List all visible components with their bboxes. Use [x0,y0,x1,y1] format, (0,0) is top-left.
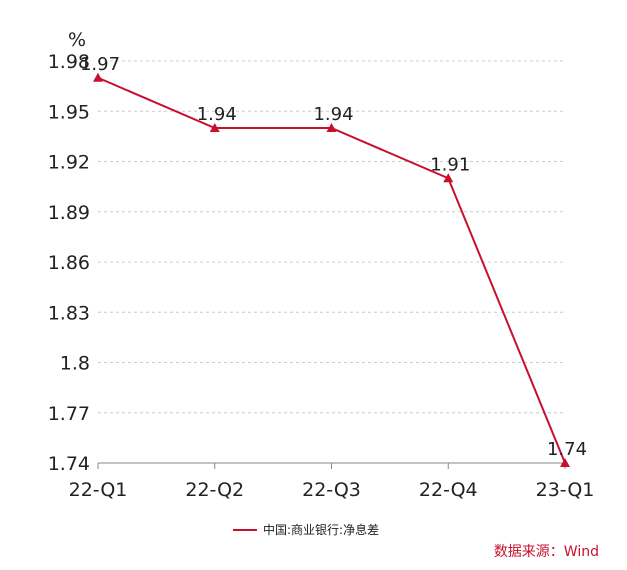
y-tick-label: 1.98 [48,51,90,73]
y-tick-label: 1.92 [48,152,90,174]
y-tick-label: 1.95 [48,101,90,123]
y-axis: 1.98 1.95 1.92 1.89 1.86 1.83 1.8 1.77 1.74 [48,51,90,475]
y-tick-label: 1.74 [48,453,90,475]
data-point-marker [93,72,103,82]
x-tick-label: 23-Q1 [536,479,595,501]
data-label: 1.74 [547,439,587,460]
x-tick-label: 22-Q3 [302,479,361,501]
data-label: 1.97 [80,54,120,75]
legend: 中国:商业银行:净息差 [233,521,379,538]
source-note: 数据来源：Wind [493,544,599,560]
data-label: 1.94 [197,104,237,125]
line-chart: 1.98 1.95 1.92 1.89 1.86 1.83 1.8 1.77 1.74 22-Q… [48,29,595,501]
data-point-marker [326,123,337,132]
y-tick-label: 1.89 [48,202,90,224]
data-labels: 1.97 1.94 1.94 1.91 1.74 [80,54,587,460]
series-polyline [97,76,566,464]
legend-label: 中国:商业银行:净息差 [263,523,380,537]
data-point-marker [209,123,220,132]
legend-line-swatch [233,528,257,531]
data-label: 1.94 [313,104,353,125]
data-point-marker [560,458,570,467]
x-tick-label: 22-Q4 [419,479,478,501]
y-tick-label: 1.77 [48,403,90,425]
data-label: 1.91 [430,154,470,175]
x-tick-label: 22-Q1 [69,479,128,501]
y-tick-label: 1.8 [60,353,90,375]
data-point-marker [443,173,454,183]
y-tick-label: 1.83 [48,302,90,324]
x-tick-label: 22-Q2 [185,479,244,501]
x-axis: 22-Q1 22-Q2 22-Q3 22-Q4 23-Q1 [69,462,595,501]
series-line [93,72,570,467]
y-tick-label: 1.86 [48,252,90,274]
y-unit-label: % [68,29,86,51]
